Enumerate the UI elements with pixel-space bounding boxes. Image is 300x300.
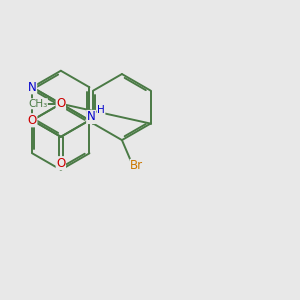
Text: O: O: [56, 157, 65, 170]
Text: O: O: [56, 97, 65, 110]
Text: O: O: [28, 114, 37, 127]
Text: CH₃: CH₃: [28, 99, 47, 109]
Text: H: H: [97, 105, 105, 115]
Text: N: N: [28, 81, 37, 94]
Text: N: N: [87, 110, 95, 124]
Text: Br: Br: [130, 159, 143, 172]
